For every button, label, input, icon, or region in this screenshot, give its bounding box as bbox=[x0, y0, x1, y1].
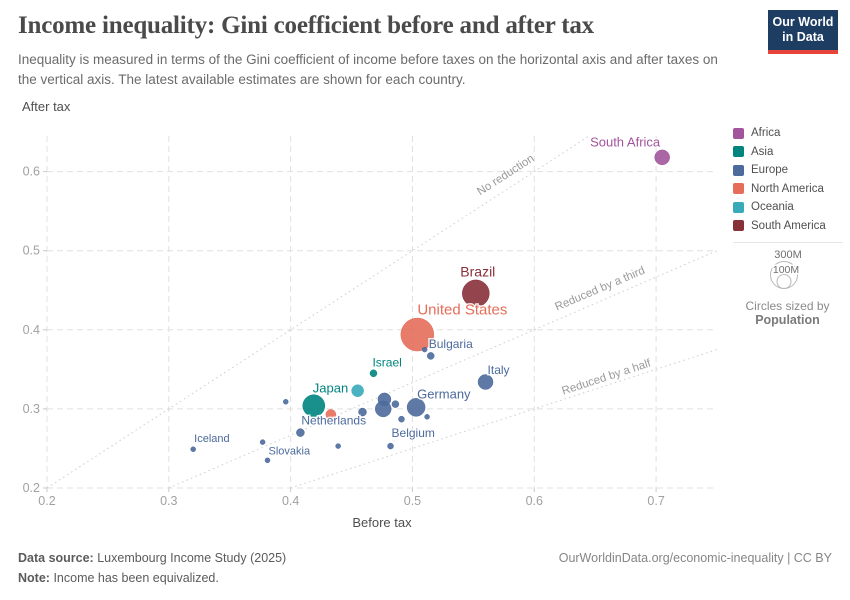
reference-line-label: Reduced by a half bbox=[560, 357, 653, 397]
x-tick-label: 0.7 bbox=[647, 494, 664, 508]
x-axis-title: Before tax bbox=[352, 515, 412, 530]
data-source-line: Data source: Luxembourg Income Study (20… bbox=[18, 551, 832, 565]
x-tick-label: 0.6 bbox=[526, 494, 543, 508]
data-point[interactable] bbox=[351, 384, 364, 397]
legend-item-north-america[interactable]: North America bbox=[733, 183, 848, 195]
country-label-bulgaria: Bulgaria bbox=[429, 337, 473, 351]
legend-item-south-america[interactable]: South America bbox=[733, 220, 848, 232]
country-label-japan: Japan bbox=[313, 381, 348, 396]
legend-swatch bbox=[733, 201, 744, 213]
owid-logo-line2: in Data bbox=[782, 30, 824, 44]
scatter-plot: 0.2 0.3 0.4 0.5 0.6 0.7 0.2 0.3 0.4 0.5 0.6 No redu… bbox=[23, 133, 718, 508]
legend-label: Asia bbox=[751, 145, 774, 158]
size-legend-circles: 300M 100M bbox=[769, 249, 802, 289]
data-point[interactable] bbox=[377, 392, 392, 407]
x-tick-label: 0.3 bbox=[160, 494, 177, 508]
data-point[interactable] bbox=[283, 399, 289, 405]
legend-item-europe[interactable]: Europe bbox=[733, 164, 848, 176]
size-legend-small-circle bbox=[776, 274, 791, 289]
note-value: Income has been equivalized. bbox=[53, 571, 219, 585]
owid-logo: Our World in Data bbox=[768, 10, 838, 54]
x-tick-label: 0.2 bbox=[38, 494, 55, 508]
data-point-israel[interactable] bbox=[369, 369, 378, 378]
data-point-south-africa[interactable] bbox=[654, 149, 670, 166]
data-point[interactable] bbox=[259, 439, 266, 445]
legend-label: North America bbox=[751, 182, 824, 195]
legend-item-asia[interactable]: Asia bbox=[733, 146, 848, 158]
legend-label: Oceania bbox=[751, 201, 794, 213]
note-label: Note: bbox=[18, 571, 50, 585]
data-point[interactable] bbox=[325, 409, 337, 420]
note-line: Note: Income has been equivalized. bbox=[18, 571, 832, 585]
data-point-slovakia[interactable] bbox=[264, 457, 271, 464]
country-label-brazil: Brazil bbox=[460, 263, 495, 279]
footer: Data source: Luxembourg Income Study (20… bbox=[18, 551, 832, 591]
owid-logo-line1: Our World bbox=[772, 15, 834, 29]
attribution-link[interactable]: OurWorldinData.org/economic-inequality |… bbox=[558, 551, 832, 565]
country-label-germany: Germany bbox=[417, 386, 471, 401]
country-label-united-states: United States bbox=[417, 302, 507, 319]
size-legend: 300M 100M Circles sized by Population bbox=[730, 246, 845, 327]
data-source-label: Data source: bbox=[18, 551, 94, 565]
data-point-iceland[interactable] bbox=[190, 446, 196, 452]
size-legend-caption: Circles sized by bbox=[745, 299, 830, 313]
legend-label: South America bbox=[751, 219, 826, 232]
y-tick-label: 0.6 bbox=[23, 165, 40, 179]
reference-line bbox=[46, 135, 590, 489]
country-label-italy: Italy bbox=[488, 363, 510, 377]
country-label-slovakia: Slovakia bbox=[268, 445, 310, 457]
legend-swatch bbox=[733, 183, 744, 194]
legend-item-oceania[interactable]: Oceania bbox=[733, 201, 848, 213]
y-tick-label: 0.3 bbox=[23, 402, 40, 416]
data-point-bulgaria[interactable] bbox=[426, 352, 435, 360]
data-point-united-states[interactable] bbox=[400, 317, 435, 352]
size-legend-big-label: 300M bbox=[774, 249, 802, 261]
data-point-germany[interactable] bbox=[406, 398, 426, 417]
data-point-japan[interactable] bbox=[302, 394, 326, 417]
continent-legend: Africa Asia Europe North America Oceania Sout… bbox=[733, 127, 848, 238]
reference-line-label: No reduction bbox=[475, 153, 536, 199]
legend-label: Europe bbox=[751, 164, 789, 176]
size-legend-caption-bold: Population bbox=[755, 313, 820, 327]
country-label-israel: Israel bbox=[372, 355, 401, 369]
reference-line bbox=[168, 250, 718, 489]
size-legend-small-label: 100M bbox=[772, 264, 798, 276]
data-source-value: Luxembourg Income Study (2025) bbox=[97, 551, 287, 565]
data-point-netherlands[interactable] bbox=[296, 428, 305, 437]
data-point[interactable] bbox=[421, 346, 428, 353]
country-label-iceland: Iceland bbox=[194, 433, 229, 445]
country-label-belgium: Belgium bbox=[392, 426, 435, 440]
data-point[interactable] bbox=[391, 400, 400, 408]
legend-divider bbox=[733, 242, 843, 243]
legend-swatch bbox=[733, 164, 744, 176]
data-point-italy[interactable] bbox=[477, 374, 494, 390]
legend-swatch bbox=[733, 127, 744, 139]
y-tick-label: 0.2 bbox=[23, 481, 40, 495]
y-tick-label: 0.5 bbox=[23, 244, 40, 258]
x-tick-label: 0.5 bbox=[404, 494, 421, 508]
y-tick-label: 0.4 bbox=[23, 323, 40, 337]
data-point[interactable] bbox=[358, 407, 367, 417]
reference-line-label: Reduced by a third bbox=[553, 265, 647, 314]
data-point-belgium[interactable] bbox=[387, 442, 394, 450]
data-point[interactable] bbox=[398, 415, 405, 423]
country-label-south-africa: South Africa bbox=[590, 134, 661, 149]
country-label-netherlands: Netherlands bbox=[301, 414, 366, 428]
legend-label: Africa bbox=[751, 127, 781, 139]
legend-swatch bbox=[733, 220, 744, 231]
data-point[interactable] bbox=[424, 414, 430, 420]
data-point-brazil[interactable] bbox=[462, 279, 490, 308]
legend-swatch bbox=[733, 146, 744, 157]
legend-item-africa[interactable]: Africa bbox=[733, 127, 848, 139]
x-tick-label: 0.4 bbox=[282, 494, 299, 508]
page-subtitle: Inequality is measured in terms of the G… bbox=[18, 52, 718, 87]
data-point[interactable] bbox=[335, 443, 341, 449]
y-axis-title: After tax bbox=[22, 99, 71, 114]
page-title: Income inequality: Gini coefficient befo… bbox=[18, 12, 594, 39]
